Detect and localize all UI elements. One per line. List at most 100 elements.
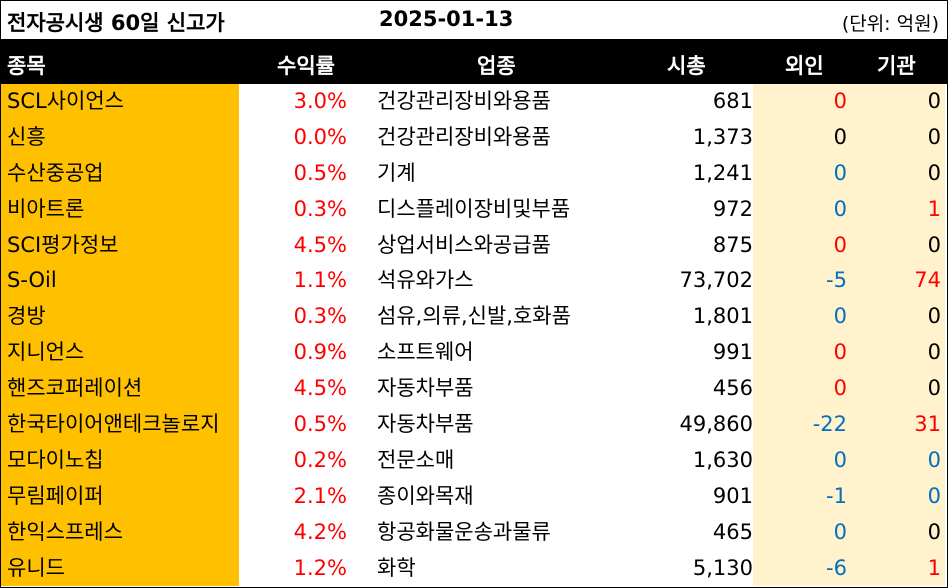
- institution-flow: 0: [849, 119, 945, 156]
- table-row: S-Oil 1.1% 석유와가스 73,702 -5 74: [1, 263, 947, 300]
- stock-name: S-Oil: [1, 263, 239, 300]
- market-cap: 465: [712, 519, 753, 544]
- market-cap: 1,241: [692, 160, 753, 185]
- industry: 자동차부품: [377, 376, 474, 401]
- stock-name: 한익스프레스: [1, 514, 239, 551]
- table-row: 경방 0.3% 섬유,의류,신발,호화품 1,801 0 0: [1, 299, 947, 336]
- header-foreign: 외인: [785, 54, 824, 78]
- header-institution: 기관: [877, 54, 916, 78]
- foreign-flow: 0: [753, 514, 849, 551]
- table-row: 신흥 0.0% 건강관리장비와용품 1,373 0 0: [1, 119, 947, 156]
- industry: 항공화물운송과물류: [377, 519, 551, 544]
- return-value: 4.2%: [293, 519, 347, 544]
- table-row: 무림페이퍼 2.1% 종이와목재 901 -1 0: [1, 478, 947, 515]
- table-row: 모다이노칩 0.2% 전문소매 1,630 0 0: [1, 442, 947, 479]
- industry: 디스플레이장비및부품: [377, 196, 571, 221]
- institution-flow: 1: [849, 191, 945, 228]
- stock-name: SCI평가정보: [1, 227, 239, 264]
- stock-name: 모다이노칩: [1, 442, 239, 479]
- institution-flow: 0: [849, 371, 945, 408]
- table-row: 핸즈코퍼레이션 4.5% 자동차부품 456 0 0: [1, 371, 947, 408]
- foreign-flow: -5: [753, 263, 849, 300]
- industry: 상업서비스와공급품: [377, 232, 551, 257]
- foreign-flow: 0: [753, 155, 849, 192]
- industry: 건강관리장비와용품: [377, 89, 551, 113]
- return-value: 1.1%: [293, 268, 347, 293]
- institution-flow: 0: [849, 478, 945, 515]
- market-cap: 1,373: [692, 124, 753, 149]
- foreign-flow: 0: [753, 191, 849, 228]
- market-cap: 875: [712, 232, 753, 257]
- title-bar: 전자공시생 60일 신고가 2025-01-13 (단위: 억원): [1, 1, 947, 39]
- return-value: 1.2%: [293, 555, 347, 580]
- foreign-flow: -1: [753, 478, 849, 515]
- stock-name: 유니드: [1, 550, 239, 587]
- return-value: 0.9%: [293, 340, 347, 365]
- return-value: 4.5%: [293, 232, 347, 257]
- report-date: 2025-01-13: [379, 7, 514, 31]
- industry: 전문소매: [377, 447, 455, 472]
- stock-name: 한국타이어앤테크놀로지: [1, 407, 239, 443]
- table-row: 수산중공업 0.5% 기계 1,241 0 0: [1, 155, 947, 192]
- industry: 건강관리장비와용품: [377, 124, 551, 149]
- industry: 섬유,의류,신발,호화품: [377, 304, 571, 329]
- industry: 기계: [377, 160, 416, 185]
- unit-label: (단위: 억원): [841, 13, 939, 35]
- table-row: SCI평가정보 4.5% 상업서비스와공급품 875 0 0: [1, 227, 947, 264]
- report-title: 전자공시생 60일 신고가: [7, 11, 225, 35]
- market-cap: 49,860: [679, 412, 753, 437]
- stock-name: 비아트론: [1, 191, 239, 228]
- return-value: 0.2%: [293, 447, 347, 472]
- header-return: 수익률: [277, 54, 335, 78]
- market-cap: 73,702: [679, 268, 753, 293]
- header-name: 종목: [7, 54, 46, 78]
- header-industry: 업종: [477, 54, 516, 78]
- market-cap: 5,130: [692, 555, 753, 580]
- stock-name: SCL사이언스: [1, 84, 239, 120]
- institution-flow: 1: [849, 550, 945, 587]
- return-value: 0.3%: [293, 304, 347, 329]
- industry: 화학: [377, 555, 416, 580]
- institution-flow: 0: [849, 84, 945, 120]
- institution-flow: 0: [849, 155, 945, 192]
- return-value: 4.5%: [293, 376, 347, 401]
- institution-flow: 0: [849, 442, 945, 479]
- table-row: SCL사이언스 3.0% 건강관리장비와용품 681 0 0: [1, 84, 947, 120]
- industry: 자동차부품: [377, 412, 474, 437]
- foreign-flow: -22: [753, 407, 849, 443]
- institution-flow: 0: [849, 335, 945, 372]
- market-cap: 901: [712, 483, 753, 508]
- institution-flow: 74: [849, 263, 945, 300]
- stock-name: 수산중공업: [1, 155, 239, 192]
- return-value: 0.0%: [293, 124, 347, 149]
- header-market-cap: 시총: [667, 54, 706, 78]
- industry: 종이와목재: [377, 483, 474, 508]
- foreign-flow: 0: [753, 119, 849, 156]
- institution-flow: 0: [849, 514, 945, 551]
- stock-name: 신흥: [1, 119, 239, 156]
- stock-name: 지니언스: [1, 335, 239, 372]
- stock-name: 무림페이퍼: [1, 478, 239, 515]
- table-row: 유니드 1.2% 화학 5,130 -6 1: [1, 550, 947, 587]
- market-cap: 1,630: [692, 447, 753, 472]
- return-value: 2.1%: [293, 483, 347, 508]
- industry: 석유와가스: [377, 268, 474, 293]
- return-value: 0.5%: [293, 160, 347, 185]
- return-value: 0.5%: [293, 412, 347, 437]
- foreign-flow: 0: [753, 299, 849, 336]
- foreign-flow: 0: [753, 227, 849, 264]
- institution-flow: 0: [849, 227, 945, 264]
- foreign-flow: 0: [753, 442, 849, 479]
- institution-flow: 0: [849, 299, 945, 336]
- return-value: 3.0%: [293, 89, 347, 113]
- table-body: SCL사이언스 3.0% 건강관리장비와용품 681 0 0 신흥 0.0% 건강관리장비와용품…: [1, 84, 947, 587]
- foreign-flow: -6: [753, 550, 849, 587]
- table-row: 비아트론 0.3% 디스플레이장비및부품 972 0 1: [1, 191, 947, 228]
- institution-flow: 31: [849, 407, 945, 443]
- table-row: 한국타이어앤테크놀로지 0.5% 자동차부품 49,860 -22 31: [1, 407, 947, 443]
- foreign-flow: 0: [753, 84, 849, 120]
- market-cap: 972: [712, 196, 753, 221]
- market-cap: 1,801: [692, 304, 753, 329]
- table-row: 한익스프레스 4.2% 항공화물운송과물류 465 0 0: [1, 514, 947, 551]
